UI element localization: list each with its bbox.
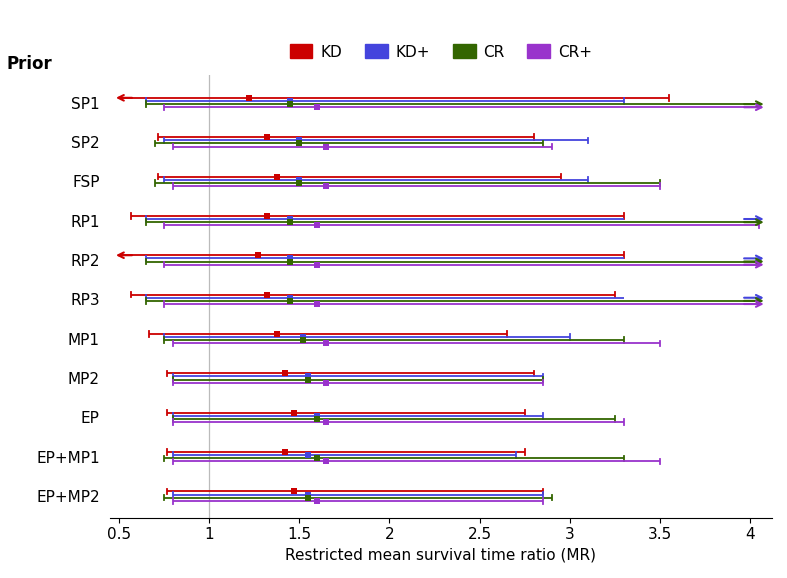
Text: Prior: Prior: [7, 55, 53, 73]
Legend: KD, KD+, CR, CR+: KD, KD+, CR, CR+: [283, 38, 598, 66]
X-axis label: Restricted mean survival time ratio (MR): Restricted mean survival time ratio (MR): [285, 548, 597, 563]
